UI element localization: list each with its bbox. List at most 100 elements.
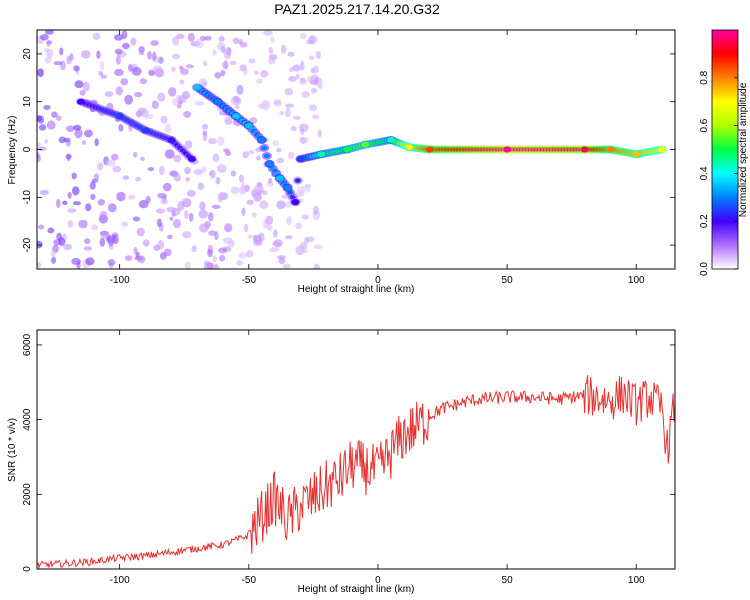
noise-blob [94, 138, 99, 147]
noise-blob [252, 239, 263, 246]
noise-blob [301, 214, 309, 220]
noise-blob [79, 89, 86, 96]
x-tick-label: 50 [502, 275, 514, 286]
snr-x-axis-label: Height of straight line (km) [298, 584, 415, 595]
noise-blob [197, 182, 205, 191]
ridge-point [580, 146, 589, 153]
noise-blob [266, 224, 273, 231]
noise-blob [85, 203, 92, 212]
noise-blob [104, 91, 114, 97]
x-tick-label: -50 [242, 575, 257, 586]
noise-blob [202, 131, 208, 142]
snr-y-ticks: 0 2000 4000 6000 [22, 333, 675, 572]
noise-blob [177, 200, 185, 211]
noise-blob [157, 239, 165, 250]
noise-blob [285, 103, 295, 108]
noise-blob [157, 92, 166, 102]
noise-blob [236, 260, 243, 266]
noise-blob [82, 81, 90, 92]
noise-blob [285, 107, 291, 118]
noise-blob [288, 75, 297, 82]
noise-blob [248, 58, 256, 64]
noise-blob [269, 36, 275, 43]
noise-blob [268, 57, 276, 65]
noise-blob [84, 129, 94, 138]
noise-blob [128, 63, 133, 72]
noise-blob [315, 50, 321, 59]
noise-blob [313, 244, 323, 250]
ridge-point [141, 127, 150, 134]
noise-blob [72, 201, 82, 206]
noise-blob [272, 139, 279, 147]
noise-blob [292, 64, 301, 72]
noise-blob [217, 42, 226, 51]
noise-blob [202, 123, 208, 130]
noise-blob [265, 215, 274, 225]
noise-blob [182, 231, 192, 239]
y-tick-label: -10 [22, 190, 33, 205]
spectrogram-y-axis-label: Frequency (Hz) [7, 116, 18, 185]
spectrogram-y-ticks: -20 -10 0 10 20 [22, 48, 675, 252]
noise-blob [85, 257, 95, 266]
noise-blob [122, 175, 130, 180]
noise-blob [253, 184, 264, 194]
noise-blob [199, 201, 206, 211]
noise-blob [207, 212, 214, 222]
noise-blob [84, 238, 91, 245]
noise-blob [229, 60, 237, 65]
noise-blob [124, 94, 134, 105]
snr-series-line [36, 375, 676, 570]
noise-blob [114, 48, 123, 55]
ridge-point [632, 151, 641, 158]
noise-blob [203, 262, 214, 269]
noise-blob [131, 66, 142, 76]
noise-blob [163, 248, 172, 257]
noise-blob [212, 49, 217, 56]
noise-blob [97, 198, 106, 206]
noise-blob [53, 61, 63, 66]
ridge-core [261, 145, 268, 151]
x-tick-label: 0 [375, 575, 381, 586]
noise-blob [278, 257, 286, 265]
noise-blob [147, 166, 155, 172]
noise-blob [194, 101, 205, 106]
noise-blob [203, 60, 208, 67]
noise-blob [276, 200, 286, 210]
noise-blob [308, 104, 318, 112]
noise-blob [273, 239, 283, 248]
noise-blob [138, 51, 145, 56]
noise-blob [66, 125, 75, 132]
noise-blob [73, 124, 82, 131]
ridge-point [244, 122, 253, 129]
noise-blob [66, 55, 72, 65]
noise-blob [299, 127, 305, 136]
noise-blob [66, 153, 71, 162]
noise-blob [156, 218, 162, 228]
noise-blob [273, 100, 282, 107]
noise-blob [173, 173, 181, 182]
noise-blob [37, 115, 45, 124]
noise-blob [216, 164, 227, 173]
spectrogram-marks [37, 30, 668, 269]
noise-blob [172, 97, 178, 106]
y-tick-label: 10 [22, 96, 33, 108]
noise-blob [67, 192, 72, 199]
noise-blob [217, 195, 224, 203]
ridge-core [294, 178, 301, 183]
colorbar-tick-label: 0.6 [699, 118, 710, 132]
ridge-point [296, 156, 305, 163]
noise-blob [43, 105, 51, 110]
noise-blob [45, 30, 54, 35]
noise-blob [193, 168, 204, 176]
y-tick-label: 0 [22, 146, 33, 152]
noise-blob [138, 199, 149, 209]
noise-blob [259, 200, 269, 209]
noise-blob [200, 165, 207, 173]
noise-blob [37, 240, 43, 249]
noise-blob [37, 146, 47, 151]
noise-blob [295, 245, 305, 256]
noise-blob [67, 208, 77, 213]
noise-blob [173, 154, 182, 163]
x-tick-label: -100 [110, 575, 130, 586]
